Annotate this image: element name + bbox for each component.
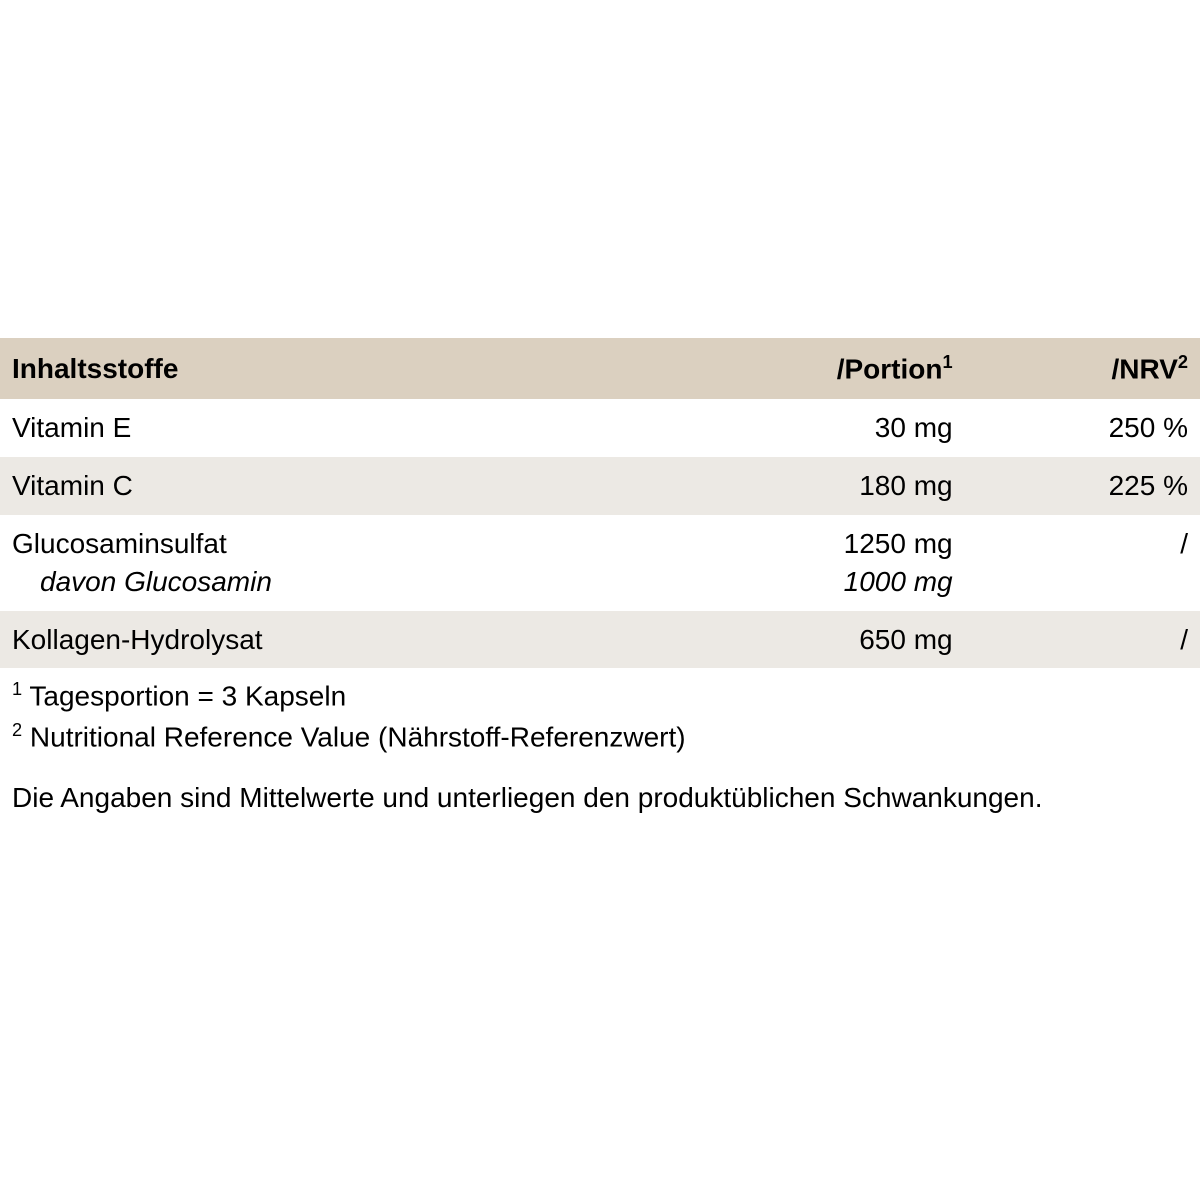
col-nrv: /NRV2 <box>965 338 1200 399</box>
col-ingredients: Inhaltsstoffe <box>0 338 646 399</box>
footnote-1-sup: 1 <box>12 679 22 699</box>
disclaimer-note: Die Angaben sind Mittelwerte und unterli… <box>0 758 1200 814</box>
ingredient-name: Glucosaminsulfat davon Glucosamin <box>0 515 646 611</box>
ingredient-nrv: 225 % <box>965 457 1200 515</box>
ingredient-main-portion: 1250 mg <box>844 528 953 559</box>
nutrition-panel: Inhaltsstoffe /Portion1 /NRV2 Vitamin E … <box>0 0 1200 1200</box>
col-portion: /Portion1 <box>646 338 964 399</box>
footnote-1-text: Tagesportion = 3 Kapseln <box>22 681 346 712</box>
col-portion-sup: 1 <box>942 352 952 372</box>
ingredient-portion: 30 mg <box>646 399 964 457</box>
table-header-row: Inhaltsstoffe /Portion1 /NRV2 <box>0 338 1200 399</box>
ingredient-name: Kollagen-Hydrolysat <box>0 611 646 669</box>
table-row: Vitamin E 30 mg 250 % <box>0 399 1200 457</box>
table-row: Kollagen-Hydrolysat 650 mg / <box>0 611 1200 669</box>
footnote-1: 1 Tagesportion = 3 Kapseln <box>12 676 1188 717</box>
footnote-2-sup: 2 <box>12 720 22 740</box>
ingredient-name: Vitamin C <box>0 457 646 515</box>
col-nrv-sup: 2 <box>1178 352 1188 372</box>
ingredients-table: Inhaltsstoffe /Portion1 /NRV2 Vitamin E … <box>0 338 1200 668</box>
ingredient-nrv: / <box>965 515 1200 611</box>
ingredient-sub-portion: 1000 mg <box>658 563 952 601</box>
table-row: Vitamin C 180 mg 225 % <box>0 457 1200 515</box>
footnotes: 1 Tagesportion = 3 Kapseln 2 Nutritional… <box>0 668 1200 758</box>
ingredient-main-name: Glucosaminsulfat <box>12 528 227 559</box>
col-nrv-label: /NRV <box>1111 353 1177 384</box>
ingredient-portion: 1250 mg 1000 mg <box>646 515 964 611</box>
ingredient-nrv: / <box>965 611 1200 669</box>
col-portion-label: /Portion <box>837 353 943 384</box>
ingredient-portion: 650 mg <box>646 611 964 669</box>
ingredient-name: Vitamin E <box>0 399 646 457</box>
ingredient-portion: 180 mg <box>646 457 964 515</box>
footnote-2-text: Nutritional Reference Value (Nährstoff-R… <box>22 722 685 753</box>
table-row: Glucosaminsulfat davon Glucosamin 1250 m… <box>0 515 1200 611</box>
footnote-2: 2 Nutritional Reference Value (Nährstoff… <box>12 717 1188 758</box>
ingredient-sub-name: davon Glucosamin <box>12 563 634 601</box>
ingredient-nrv: 250 % <box>965 399 1200 457</box>
